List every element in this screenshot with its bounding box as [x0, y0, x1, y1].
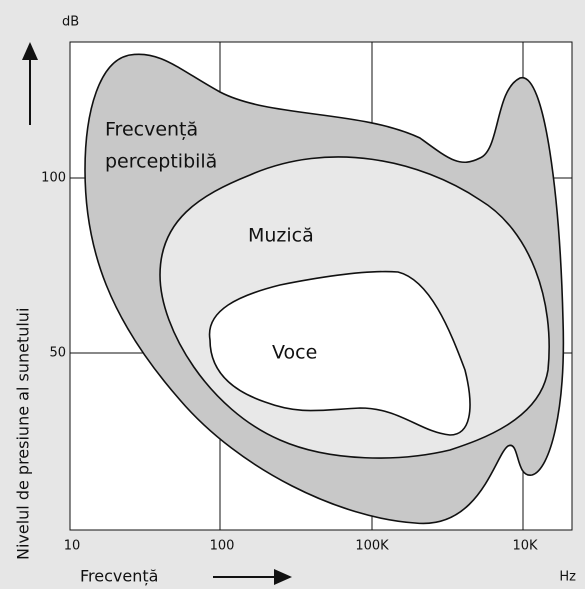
- region-label: Frecvență: [105, 119, 198, 141]
- y-unit: dB: [62, 15, 79, 30]
- x-axis-label: Frecvență: [80, 567, 158, 586]
- x-tick-label: 100K: [355, 539, 389, 554]
- x-tick-label: 10K: [512, 539, 538, 554]
- y-tick-label: 100: [41, 171, 66, 186]
- region-label: perceptibilă: [105, 151, 217, 173]
- x-unit: Hz: [559, 570, 576, 585]
- y-tick-label: 50: [49, 346, 66, 361]
- region-label: Muzică: [248, 225, 314, 247]
- x-tick-label: 10: [64, 539, 81, 554]
- y-axis-label: Nivelul de presiune al sunetului: [14, 308, 33, 560]
- x-tick-label: 100: [210, 539, 235, 554]
- region-label: Voce: [272, 342, 317, 364]
- voice-region: [208, 270, 471, 436]
